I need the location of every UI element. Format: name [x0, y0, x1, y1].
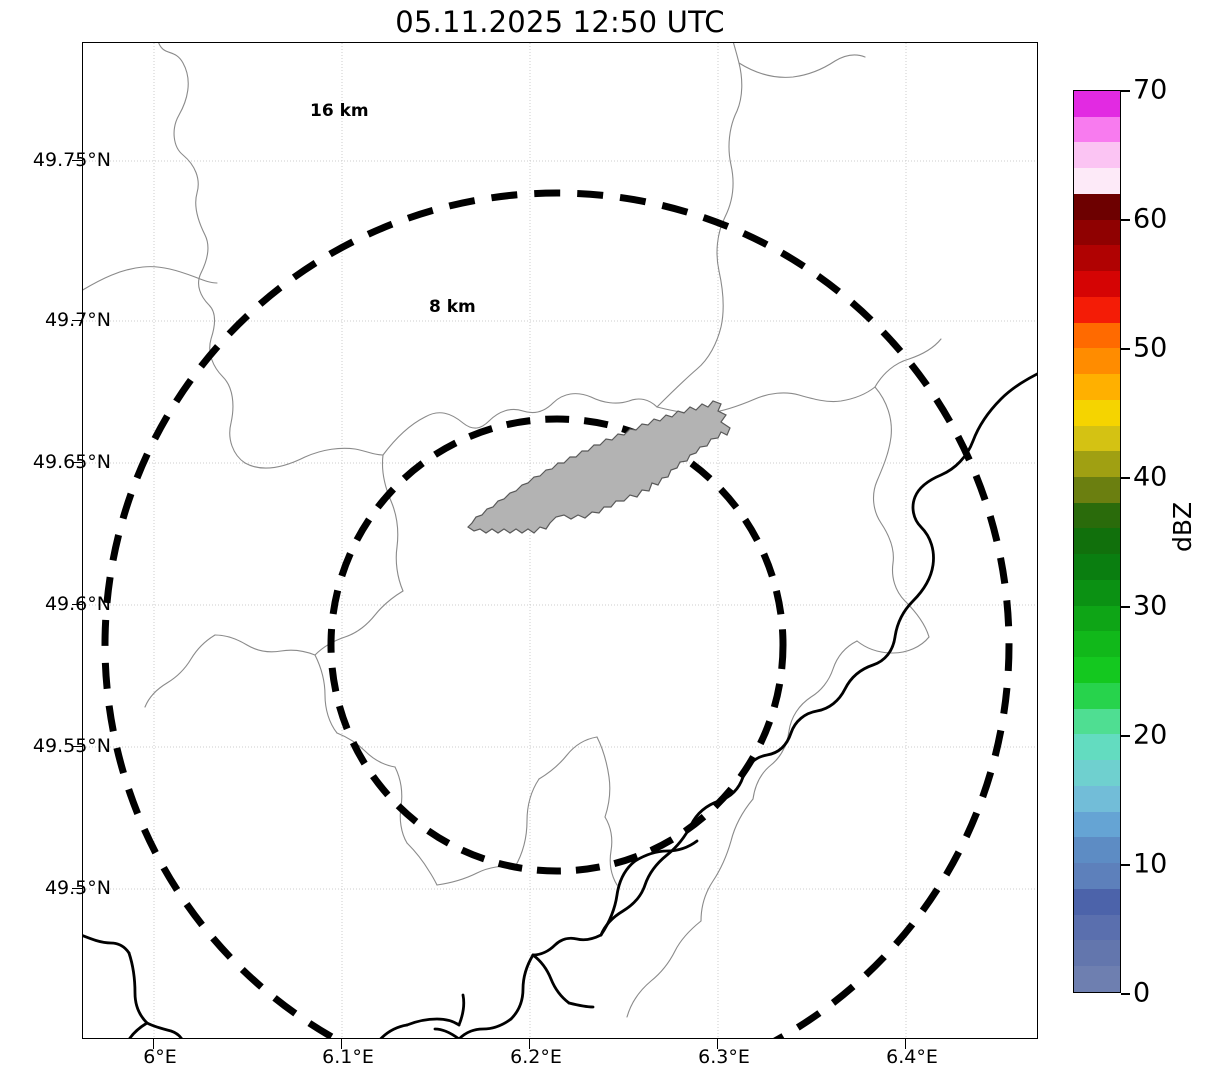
y-tick-49.65	[72, 462, 82, 464]
colorbar-band	[1074, 579, 1120, 606]
colorbar-band	[1074, 863, 1120, 889]
x-tick-label-6.1: 6.1°E	[322, 1046, 374, 1068]
x-tick-label-6.2: 6.2°E	[510, 1046, 562, 1068]
colorbar-band	[1074, 631, 1120, 658]
colorbar[interactable]	[1073, 90, 1121, 993]
colorbar-band	[1074, 219, 1120, 246]
map-axes[interactable]	[82, 42, 1038, 1039]
figure-title: 05.11.2025 12:50 UTC	[395, 5, 725, 39]
colorbar-tick-40	[1121, 477, 1130, 479]
colorbar-band	[1074, 451, 1120, 478]
y-tick-49.55	[72, 746, 82, 748]
range-ring-16km	[101, 189, 1013, 1038]
y-tick-label-49.75: 49.75°N	[32, 149, 111, 171]
y-tick-label-49.6: 49.6°N	[44, 593, 111, 615]
colorbar-label-30: 30	[1133, 590, 1168, 622]
colorbar-band	[1074, 785, 1120, 812]
colorbar-tick-60	[1121, 219, 1130, 221]
colorbar-label-60: 60	[1133, 203, 1168, 235]
colorbar-band	[1074, 528, 1120, 555]
x-tick-6.0	[153, 1039, 155, 1049]
x-tick-6.4	[905, 1039, 907, 1049]
colorbar-band	[1074, 374, 1120, 400]
x-tick-6.2	[529, 1039, 531, 1049]
colorbar-band	[1074, 734, 1120, 761]
range-ring-label-16km: 16 km	[310, 101, 369, 121]
y-tick-49.6	[72, 604, 82, 606]
x-tick-label-6.4: 6.4°E	[886, 1046, 938, 1068]
colorbar-band	[1074, 760, 1120, 786]
colorbar-band	[1074, 477, 1120, 503]
colorbar-band	[1074, 940, 1120, 966]
colorbar-label-10: 10	[1133, 848, 1168, 880]
colorbar-band	[1074, 657, 1120, 683]
range-ring-8km	[327, 415, 787, 875]
colorbar-band	[1074, 91, 1120, 117]
colorbar-band	[1074, 271, 1120, 297]
colorbar-band	[1074, 914, 1120, 941]
colorbar-band	[1074, 322, 1120, 349]
colorbar-band	[1074, 554, 1120, 580]
colorbar-band	[1074, 348, 1120, 375]
colorbar-band	[1074, 193, 1120, 220]
colorbar-title: dBZ	[1168, 501, 1197, 552]
map-canvas	[83, 43, 1037, 1038]
colorbar-tick-20	[1121, 735, 1130, 737]
colorbar-tick-0	[1121, 993, 1130, 995]
y-tick-label-49.55: 49.55°N	[32, 735, 111, 757]
country-border	[83, 372, 1037, 1038]
colorbar-band	[1074, 116, 1120, 143]
colorbar-tick-70	[1121, 90, 1130, 92]
colorbar-band	[1074, 837, 1120, 864]
colorbar-band	[1074, 425, 1120, 452]
colorbar-band	[1074, 168, 1120, 194]
x-tick-6.3	[717, 1039, 719, 1049]
map-gridlines	[83, 43, 1037, 1038]
x-tick-label-6.0: 6°E	[143, 1046, 177, 1068]
y-tick-label-49.7: 49.7°N	[44, 309, 111, 331]
colorbar-tick-50	[1121, 348, 1130, 350]
colorbar-band	[1074, 682, 1120, 709]
y-tick-49.75	[72, 160, 82, 162]
colorbar-band	[1074, 399, 1120, 426]
colorbar-label-70: 70	[1133, 74, 1168, 106]
y-tick-49.5	[72, 888, 82, 890]
colorbar-band	[1074, 708, 1120, 735]
y-tick-label-49.65: 49.65°N	[32, 451, 111, 473]
range-ring-label-8km: 8 km	[429, 297, 476, 317]
colorbar-band	[1074, 296, 1120, 323]
colorbar-band	[1074, 811, 1120, 838]
colorbar-band	[1074, 605, 1120, 632]
urban-area-polygon	[467, 400, 731, 534]
colorbar-band	[1074, 245, 1120, 272]
colorbar-label-20: 20	[1133, 719, 1168, 751]
colorbar-band	[1074, 142, 1120, 169]
x-tick-label-6.3: 6.3°E	[698, 1046, 750, 1068]
colorbar-label-40: 40	[1133, 461, 1168, 493]
colorbar-band	[1074, 502, 1120, 529]
y-tick-49.7	[72, 320, 82, 322]
colorbar-band	[1074, 888, 1120, 915]
colorbar-tick-30	[1121, 606, 1130, 608]
colorbar-label-50: 50	[1133, 332, 1168, 364]
colorbar-label-0: 0	[1133, 977, 1151, 1009]
colorbar-band	[1074, 965, 1120, 992]
colorbar-tick-10	[1121, 864, 1130, 866]
x-tick-6.1	[341, 1039, 343, 1049]
y-tick-label-49.5: 49.5°N	[44, 877, 111, 899]
admin-boundaries	[83, 43, 942, 1018]
